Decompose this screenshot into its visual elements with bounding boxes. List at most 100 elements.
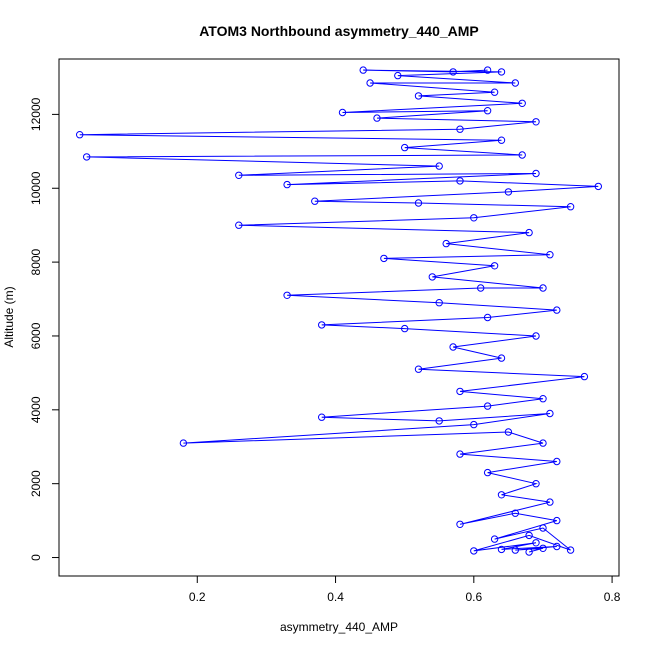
data-point <box>525 548 533 556</box>
data-point <box>539 544 547 552</box>
data-point <box>456 177 464 185</box>
data-point <box>497 68 506 76</box>
y-axis: 0 2000 4000 6000 8000 10000 12000 <box>29 97 60 561</box>
data-point <box>366 79 374 87</box>
data-point <box>532 118 540 126</box>
y-tick-label: 10000 <box>29 171 43 205</box>
data-point <box>283 180 291 189</box>
data-point <box>483 468 492 477</box>
data-point <box>76 131 84 139</box>
data-point <box>546 498 554 506</box>
data-point <box>518 151 526 159</box>
data-point <box>525 531 533 540</box>
data-point <box>553 516 561 525</box>
data-point <box>456 387 464 396</box>
data-point <box>179 439 188 447</box>
y-tick-label: 12000 <box>29 97 43 131</box>
data-point <box>483 107 492 115</box>
data-point <box>553 457 561 466</box>
chart-title: ATOM3 Northbound asymmetry_440_AMP <box>199 23 479 39</box>
y-tick-label: 6000 <box>29 322 43 349</box>
data-point <box>532 169 540 178</box>
data-point <box>511 509 519 517</box>
data-point <box>553 542 561 551</box>
data-point <box>553 306 561 314</box>
data-point <box>380 254 388 263</box>
data-point <box>449 68 457 76</box>
data-point <box>359 66 367 74</box>
data-point <box>318 413 326 421</box>
data-point <box>311 197 319 205</box>
data-point <box>497 491 506 499</box>
y-axis-label: Altitude (m) <box>2 286 16 347</box>
data-point <box>546 409 554 418</box>
data-point <box>539 395 547 403</box>
data-point <box>539 439 547 447</box>
y-tick-label: 8000 <box>29 248 43 275</box>
data-point <box>414 365 423 373</box>
x-tick-label: 0.2 <box>189 590 206 604</box>
data-point <box>483 66 492 74</box>
data-point <box>456 450 464 458</box>
series-layer <box>76 66 602 556</box>
data-point <box>470 420 478 429</box>
data-point <box>490 535 499 543</box>
data-point <box>532 480 540 488</box>
y-tick-label: 2000 <box>29 470 43 497</box>
x-axis-label: asymmetry_440_AMP <box>280 620 398 634</box>
data-point <box>483 313 492 322</box>
data-point <box>449 343 457 351</box>
data-point <box>435 299 443 307</box>
data-point <box>490 262 499 270</box>
x-tick-label: 0.4 <box>327 590 344 604</box>
data-point <box>435 417 443 425</box>
data-point <box>401 143 409 152</box>
data-point <box>511 79 519 87</box>
data-point <box>83 153 91 161</box>
data-point <box>546 251 554 259</box>
x-tick-label: 0.8 <box>604 590 621 604</box>
data-point <box>532 539 540 547</box>
data-point <box>373 114 381 122</box>
data-point <box>511 546 519 554</box>
data-point <box>394 71 402 80</box>
x-axis: 0.2 0.4 0.6 0.8 <box>189 575 621 604</box>
data-point <box>442 239 450 248</box>
x-tick-label: 0.6 <box>465 590 482 604</box>
data-point <box>414 199 423 207</box>
data-point <box>532 332 540 340</box>
data-point <box>483 402 492 410</box>
y-tick-label: 0 <box>29 554 43 561</box>
data-point <box>470 214 478 222</box>
data-point <box>566 203 575 211</box>
data-point <box>318 321 326 329</box>
data-point <box>490 88 499 96</box>
data-point <box>539 524 547 532</box>
data-point <box>235 171 243 180</box>
data-point <box>518 99 526 108</box>
data-point <box>497 354 506 362</box>
data-point <box>525 228 533 237</box>
data-point <box>283 291 291 299</box>
data-point <box>338 108 347 117</box>
data-point <box>504 428 513 436</box>
data-point <box>566 546 575 554</box>
data-point <box>456 520 464 528</box>
data-point <box>580 372 589 381</box>
data-point <box>435 162 443 170</box>
data-point <box>539 284 547 292</box>
data-point <box>235 221 243 229</box>
data-point <box>401 324 409 333</box>
data-point <box>414 92 423 100</box>
data-point <box>504 188 513 196</box>
series-line <box>79 69 599 553</box>
data-point <box>477 284 485 292</box>
data-point <box>456 125 464 133</box>
y-tick-label: 4000 <box>29 396 43 423</box>
data-point <box>470 547 478 555</box>
data-point <box>428 273 436 281</box>
data-point <box>594 182 602 191</box>
data-point <box>497 545 506 554</box>
data-point <box>497 136 506 144</box>
